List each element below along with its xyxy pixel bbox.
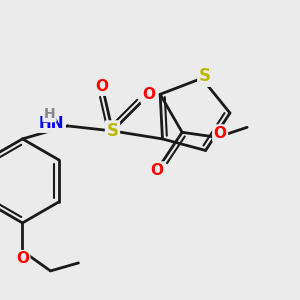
Text: S: S (199, 67, 211, 85)
Text: O: O (16, 251, 29, 266)
Text: O: O (142, 87, 155, 102)
Text: HN: HN (39, 116, 64, 131)
Text: O: O (151, 163, 164, 178)
Text: S: S (106, 122, 119, 140)
Text: O: O (95, 80, 108, 94)
Text: O: O (214, 126, 226, 141)
Text: H: H (44, 107, 55, 121)
